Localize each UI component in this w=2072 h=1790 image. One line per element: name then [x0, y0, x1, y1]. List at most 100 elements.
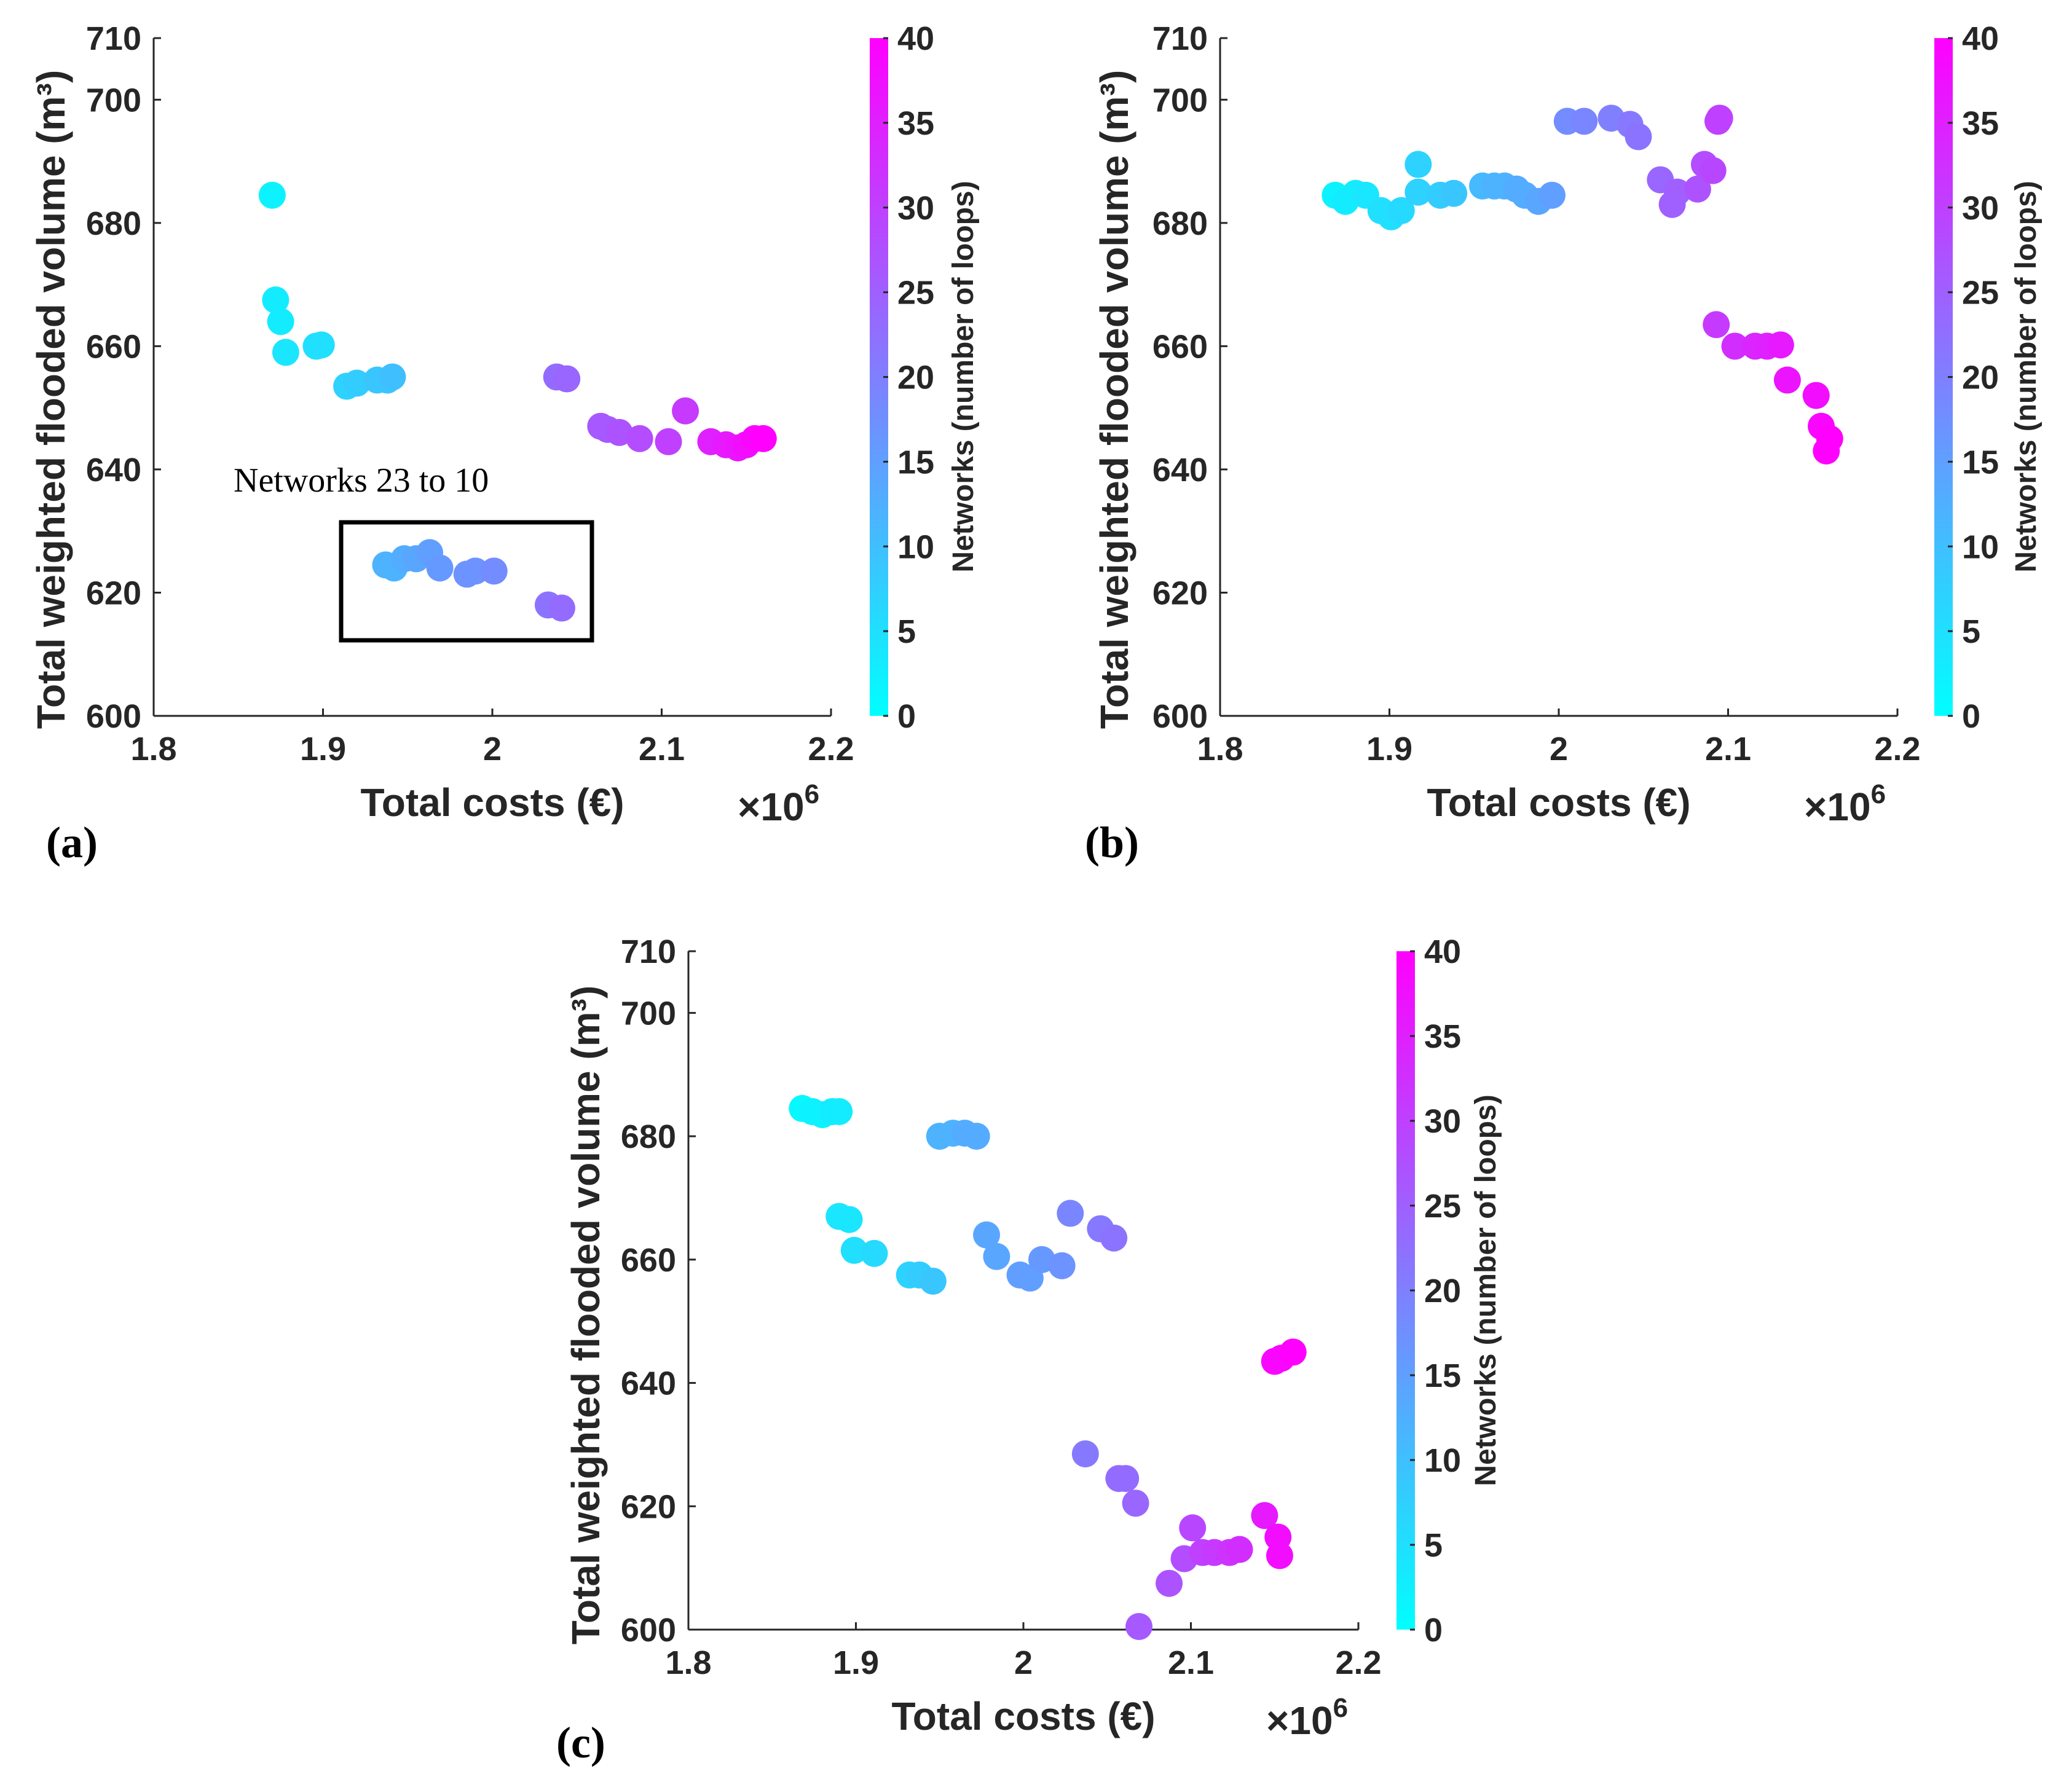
colorbar-tick-label: 10	[1424, 1442, 1461, 1479]
scatter-point	[1100, 1224, 1128, 1252]
colorbar-tick-label: 15	[1962, 444, 1999, 481]
scatter-point	[1802, 382, 1830, 409]
x-multiplier: ×106	[1804, 779, 1886, 829]
x-tick-label: 1.8	[1197, 731, 1243, 767]
colorbar-tick-label: 25	[1962, 275, 1999, 312]
scatter-point	[1266, 1542, 1293, 1569]
scatter-point	[1721, 332, 1749, 360]
colorbar-tick-label: 40	[1962, 20, 1999, 57]
y-tick-label: 660	[1152, 328, 1208, 365]
colorbar-tick-label: 0	[1424, 1612, 1443, 1649]
y-tick-label: 660	[621, 1242, 676, 1279]
scatter-points	[1322, 104, 1843, 465]
x-tick-label: 2.1	[639, 731, 685, 767]
scatter-point	[1156, 1569, 1183, 1597]
colorbar-tick-label: 35	[1424, 1018, 1461, 1055]
scatter-point	[258, 181, 286, 209]
colorbar-tick-label: 35	[1962, 105, 1999, 142]
scatter-point	[1773, 366, 1801, 394]
x-tick-label: 2.2	[1335, 1644, 1381, 1681]
colorbar-tick-label: 0	[1962, 698, 1980, 735]
x-multiplier: ×106	[1266, 1693, 1348, 1743]
scatter-point	[462, 557, 489, 585]
colorbar-tick-label: 35	[897, 105, 934, 142]
scatter-point	[307, 331, 335, 359]
scatter-point	[1404, 151, 1432, 178]
colorbar-tick-label: 40	[897, 20, 934, 57]
colorbar-tick-label: 5	[1962, 613, 1980, 650]
colorbar-tick-label: 15	[1424, 1357, 1461, 1394]
colorbar-tick-label: 25	[1424, 1188, 1461, 1225]
y-tick-label: 680	[1152, 205, 1208, 242]
y-ticks: 600 620 640 660 680 700 710	[86, 20, 161, 735]
x-tick-label: 2	[1014, 1644, 1033, 1681]
x-tick-label: 1.9	[300, 731, 346, 767]
y-tick-label: 700	[1152, 82, 1208, 119]
scatter-point	[1440, 179, 1468, 207]
scatter-point	[1226, 1536, 1253, 1563]
y-tick-label: 710	[621, 933, 676, 970]
scatter-point	[1404, 178, 1432, 206]
colorbar-tick-label: 20	[897, 359, 934, 396]
annotation-box	[339, 520, 594, 643]
y-tick-label: 710	[86, 20, 141, 57]
y-tick-label: 600	[86, 698, 141, 735]
scatter-point	[605, 418, 633, 446]
x-ticks: 1.8 1.9 2 2.1 2.2	[665, 1622, 1382, 1681]
scatter-point	[553, 365, 581, 393]
y-axis-label: Total weighted flooded volume (m³)	[564, 986, 608, 1645]
scatter-point	[1048, 1252, 1076, 1279]
scatter-point	[963, 1123, 990, 1150]
y-tick-label: 600	[621, 1612, 676, 1649]
scatter-point	[1706, 104, 1733, 132]
panel-a: 1.8 1.9 2 2.1 2.2 600 620 640 660 680 700 710 Tota…	[29, 20, 980, 867]
scatter-point	[1570, 108, 1598, 135]
scatter-point	[1538, 181, 1566, 209]
colorbar-tick-label: 40	[1424, 933, 1461, 970]
y-tick-label: 620	[621, 1488, 676, 1525]
y-tick-label: 680	[86, 205, 141, 242]
scatter-point	[1125, 1612, 1153, 1640]
scatter-point	[1112, 1465, 1140, 1493]
y-tick-label: 700	[86, 82, 141, 119]
scatter-point	[1684, 175, 1711, 203]
x-axis-label: Total costs (€)	[1427, 780, 1690, 825]
colorbar-ticks: 0 5 10 15 20 25 30 35 40	[883, 20, 934, 735]
colorbar-ticks: 0 5 10 15 20 25 30 35 40	[1948, 20, 1999, 735]
scatter-point	[1251, 1502, 1278, 1529]
colorbar-tick-label: 30	[1962, 190, 1999, 227]
panel-label: (c)	[556, 1718, 605, 1767]
scatter-points	[789, 1094, 1307, 1640]
scatter-point	[1813, 437, 1840, 465]
scatter-point	[480, 557, 508, 585]
colorbar-tick-label: 0	[897, 698, 916, 735]
scatter-point	[379, 363, 406, 391]
colorbar-tick-label: 10	[1962, 528, 1999, 565]
x-tick-label: 2.1	[1705, 731, 1751, 767]
scatter-point	[749, 425, 777, 452]
scatter-point	[672, 397, 699, 425]
colorbar-label: Networks (number of loops)	[1470, 1094, 1502, 1486]
x-tick-label: 2.1	[1168, 1644, 1214, 1681]
x-tick-label: 1.8	[130, 731, 176, 767]
scatter-point	[1179, 1514, 1207, 1542]
scatter-point	[655, 428, 682, 455]
colorbar-tick-label: 20	[1962, 359, 1999, 396]
scatter-point	[1625, 123, 1652, 151]
y-tick-label: 710	[1152, 20, 1208, 57]
colorbar-tick-label: 25	[897, 275, 934, 312]
colorbar-tick-label: 5	[1424, 1527, 1443, 1564]
colorbar-tick-label: 30	[1424, 1103, 1461, 1140]
x-ticks: 1.8 1.9 2 2.1 2.2	[1197, 709, 1921, 767]
scatter-point	[861, 1239, 888, 1267]
scatter-point	[1663, 178, 1691, 206]
panel-c: 1.8 1.9 2 2.1 2.2 600 620 640 660 680 700 710 Tota…	[556, 933, 1502, 1767]
colorbar-label: Networks (number of loops)	[947, 181, 980, 572]
y-tick-label: 640	[86, 452, 141, 489]
x-tick-label: 2.2	[1874, 731, 1920, 767]
scatter-point	[919, 1267, 947, 1295]
y-tick-label: 620	[1152, 575, 1208, 611]
scatter-point	[548, 594, 575, 622]
scatter-point	[272, 339, 299, 366]
